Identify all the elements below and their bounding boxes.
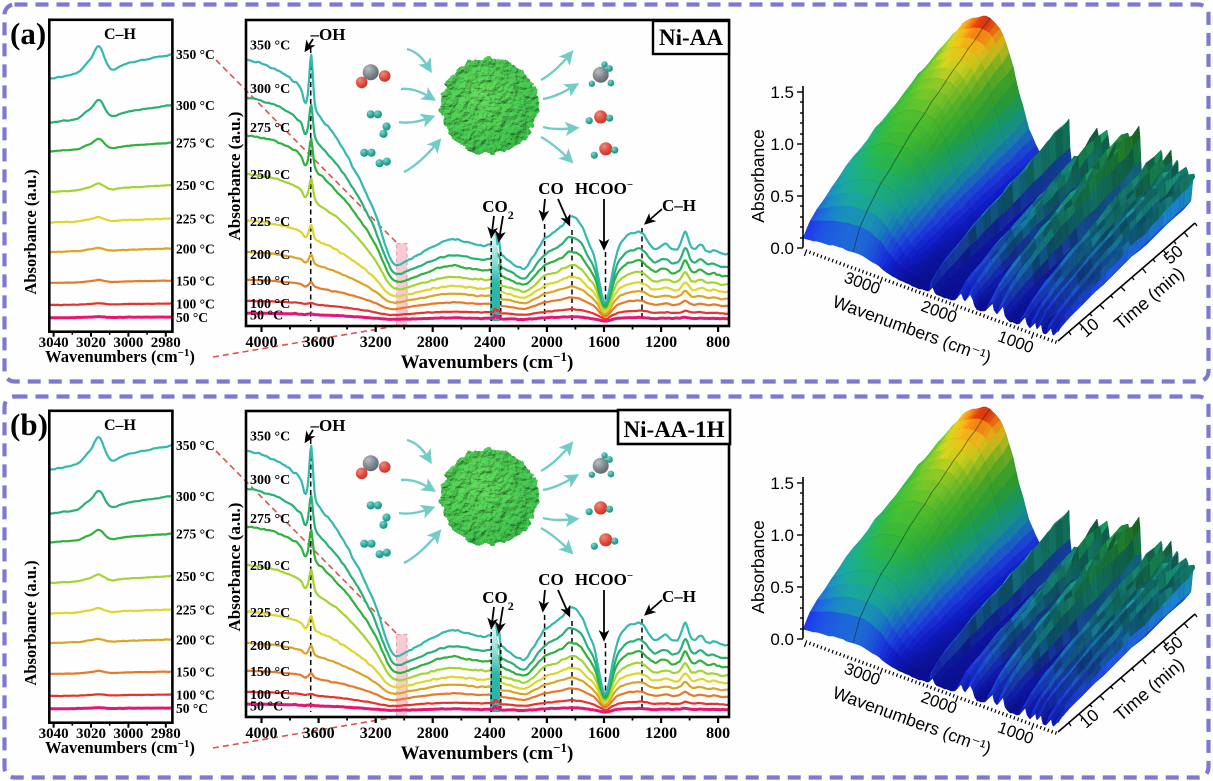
svg-text:(b): (b): [10, 407, 48, 442]
svg-text:Ni-AA-1H: Ni-AA-1H: [624, 417, 725, 442]
svg-text:(a): (a): [10, 16, 46, 51]
svg-text:Ni-AA: Ni-AA: [659, 25, 723, 50]
